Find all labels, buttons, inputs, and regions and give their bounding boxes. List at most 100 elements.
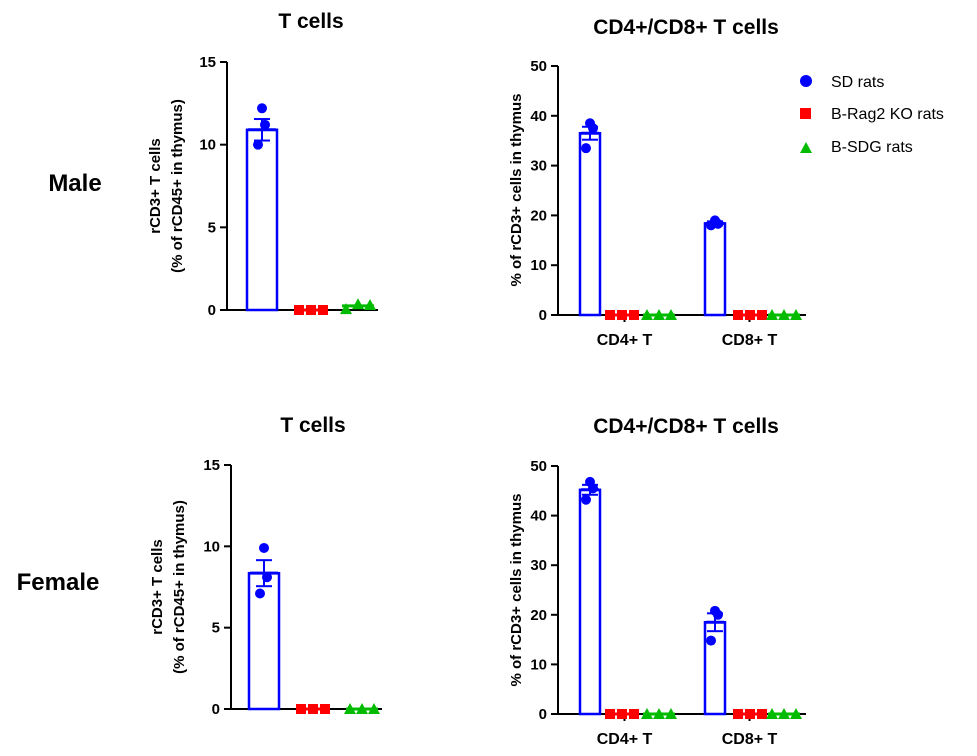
x-tick-label: CD8+ T <box>722 332 778 349</box>
y-tick-label: 10 <box>530 257 547 274</box>
legend-triangle-icon <box>800 142 812 153</box>
data-point-brag2 <box>733 709 743 719</box>
y-tick-label: 10 <box>530 656 547 673</box>
y-tick-label: 20 <box>530 207 547 224</box>
data-point-bsdg <box>790 708 802 719</box>
y-axis-label-line2: (% of rCD45+ in thymus) <box>169 99 186 273</box>
chart-panel-1: T cells 0 5 10 15 rCD3+ T cells (% of rCD45+ i… <box>147 10 378 319</box>
data-point-sd <box>262 572 272 583</box>
y-axis-label-line1: rCD3+ T cells <box>149 539 166 634</box>
x-tick-label: CD4+ T <box>597 731 653 748</box>
x-tick-label: CD8+ T <box>722 731 778 748</box>
data-point-sd <box>706 635 716 646</box>
data-point-brag2 <box>296 704 306 714</box>
y-tick-label: 0 <box>539 706 547 723</box>
bar-sd <box>703 620 727 716</box>
y-tick-label: 0 <box>539 307 547 324</box>
data-point-bsdg <box>790 309 802 320</box>
data-point-brag2 <box>617 709 627 719</box>
data-point-brag2 <box>757 709 767 719</box>
legend-item-brag2: B-Rag2 KO rats <box>831 106 944 123</box>
y-tick-label: 0 <box>212 701 220 718</box>
data-point-brag2 <box>605 310 615 320</box>
data-point-sd <box>260 119 270 130</box>
legend: SD rats B-Rag2 KO rats B-SDG rats <box>800 74 944 156</box>
chart-title: T cells <box>278 10 343 33</box>
data-point-sd <box>706 220 716 231</box>
data-point-sd <box>253 139 263 150</box>
data-point-sd <box>713 609 723 620</box>
data-point-bsdg <box>368 703 380 714</box>
data-point-brag2 <box>629 310 639 320</box>
data-point-sd <box>257 103 267 114</box>
y-tick-label: 15 <box>199 54 216 71</box>
data-point-brag2 <box>629 709 639 719</box>
data-point-brag2 <box>308 704 318 714</box>
y-tick-label: 30 <box>530 557 547 574</box>
data-point-sd <box>255 588 265 599</box>
y-axis-label: % of rCD3+ cells in thymus <box>508 494 525 687</box>
y-axis-label: % of rCD3+ cells in thymus <box>508 94 525 287</box>
data-point-sd <box>588 483 598 494</box>
x-tick-label: CD4+ T <box>597 332 653 349</box>
data-point-bsdg <box>665 309 677 320</box>
data-point-brag2 <box>757 310 767 320</box>
bar-sd <box>578 131 602 317</box>
chart-title: T cells <box>280 414 345 437</box>
data-point-bsdg <box>653 309 665 320</box>
legend-item-sd: SD rats <box>831 74 884 91</box>
data-point-bsdg <box>653 708 665 719</box>
chart-title: CD4+/CD8+ T cells <box>593 16 779 39</box>
data-point-bsdg <box>641 309 653 320</box>
y-tick-label: 50 <box>530 458 547 475</box>
y-tick-label: 10 <box>203 538 220 555</box>
y-tick-label: 5 <box>212 620 220 637</box>
data-point-bsdg <box>344 703 356 714</box>
data-point-brag2 <box>318 305 328 315</box>
data-point-bsdg <box>352 298 364 310</box>
data-point-sd <box>581 143 591 154</box>
data-point-brag2 <box>745 709 755 719</box>
y-tick-label: 10 <box>199 137 216 154</box>
row-label-male: Male <box>48 170 101 197</box>
chart-panel-2: CD4+/CD8+ T cells 0 10 20 30 40 50 % of rCD3+ c… <box>508 16 806 349</box>
chart-title: CD4+/CD8+ T cells <box>593 415 779 438</box>
row-label-female: Female <box>17 569 100 596</box>
data-point-bsdg <box>641 708 653 719</box>
data-point-bsdg <box>364 299 376 311</box>
bar-sd <box>703 222 727 317</box>
y-tick-label: 20 <box>530 607 547 624</box>
data-point-bsdg <box>778 309 790 320</box>
legend-item-bsdg: B-SDG rats <box>831 139 913 156</box>
data-point-bsdg <box>766 708 778 719</box>
data-point-brag2 <box>617 310 627 320</box>
data-point-brag2 <box>605 709 615 719</box>
legend-square-icon <box>800 108 811 119</box>
data-point-bsdg <box>766 309 778 320</box>
bar-sd <box>578 488 602 716</box>
y-tick-label: 50 <box>530 58 547 75</box>
data-point-brag2 <box>745 310 755 320</box>
legend-circle-icon <box>800 75 812 87</box>
bar-sd <box>245 128 279 312</box>
data-point-bsdg <box>340 303 352 315</box>
chart-panel-3: T cells 0 5 10 15 rCD3+ T cells (% of rCD45+ i… <box>149 414 382 718</box>
data-point-bsdg <box>665 708 677 719</box>
data-point-brag2 <box>306 305 316 315</box>
y-tick-label: 30 <box>530 158 547 175</box>
data-point-sd <box>581 494 591 505</box>
y-tick-label: 40 <box>530 508 547 525</box>
y-axis-label-line1: rCD3+ T cells <box>147 138 164 233</box>
data-point-bsdg <box>778 708 790 719</box>
data-point-brag2 <box>294 305 304 315</box>
y-axis-label-line2: (% of rCD45+ in thymus) <box>171 500 188 674</box>
y-tick-label: 0 <box>208 302 216 319</box>
data-point-sd <box>588 123 598 134</box>
y-tick-label: 15 <box>203 457 220 474</box>
y-tick-label: 40 <box>530 108 547 125</box>
data-point-bsdg <box>356 703 368 714</box>
chart-panel-4: CD4+/CD8+ T cells 0 10 20 30 40 50 % of rCD3+ c… <box>508 415 806 748</box>
data-point-brag2 <box>320 704 330 714</box>
data-point-sd <box>259 542 269 553</box>
